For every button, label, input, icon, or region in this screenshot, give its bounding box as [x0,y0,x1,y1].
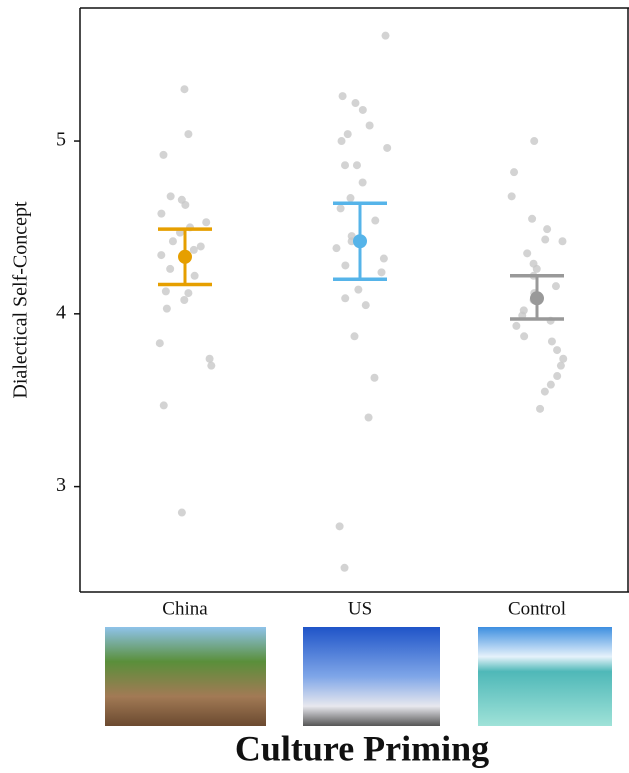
data-point [163,305,171,313]
data-point [553,372,561,380]
data-point [362,301,370,309]
data-point [181,201,189,209]
data-point [533,265,541,273]
data-point [167,192,175,200]
data-point [547,381,555,389]
data-point [558,237,566,245]
data-point [341,564,349,572]
data-point [184,130,192,138]
data-point [339,92,347,100]
data-point [341,161,349,169]
data-point [341,261,349,269]
chart: Dialectical Self-Concept Culture Priming… [0,0,629,773]
data-point [344,130,352,138]
mean-point [178,250,192,264]
data-point [512,322,520,330]
data-point [190,246,198,254]
data-point [541,388,549,396]
mean-point [530,291,544,305]
y-tick-label: 5 [56,129,66,151]
data-point [359,106,367,114]
data-point [157,251,165,259]
data-point [347,194,355,202]
data-point [520,332,528,340]
data-point [366,121,374,129]
data-point [359,179,367,187]
data-point [530,137,538,145]
data-point [552,282,560,290]
data-point [353,161,361,169]
data-point [336,522,344,530]
x-axis-label: Culture Priming [235,728,489,768]
data-point [341,294,349,302]
data-point [543,225,551,233]
data-point [180,85,188,93]
data-point [350,332,358,340]
data-point [160,401,168,409]
data-point [207,362,215,370]
data-point [557,362,565,370]
data-point [370,374,378,382]
data-point [351,99,359,107]
data-point [338,137,346,145]
us-photo [303,627,440,726]
data-point [332,244,340,252]
data-point [169,237,177,245]
data-point [536,405,544,413]
data-point [559,355,567,363]
x-tick-label: China [162,598,208,619]
y-tick-label: 3 [56,474,66,496]
data-point [378,268,386,276]
x-tick-label: Control [508,598,566,619]
data-point [508,192,516,200]
data-point [206,355,214,363]
mean-point [353,234,367,248]
data-point [380,255,388,263]
data-point [382,32,390,40]
data-point [156,339,164,347]
data-point [510,168,518,176]
data-point [202,218,210,226]
data-point [548,337,556,345]
china-photo [105,627,266,726]
data-point [541,236,549,244]
data-point [159,151,167,159]
y-axis-label: Dialectical Self-Concept [10,201,32,399]
data-point [197,242,205,250]
data-point [523,249,531,257]
data-point [354,286,362,294]
data-point [365,413,373,421]
data-point [166,265,174,273]
data-point [184,289,192,297]
data-point [371,217,379,225]
data-point [383,144,391,152]
data-point [191,272,199,280]
control-photo [478,627,612,726]
data-point [157,210,165,218]
data-point [180,296,188,304]
data-point [178,509,186,517]
y-tick-label: 4 [56,301,66,323]
data-point [162,287,170,295]
data-point [528,215,536,223]
data-point [337,204,345,212]
x-tick-label: US [348,598,372,619]
data-point [553,346,561,354]
